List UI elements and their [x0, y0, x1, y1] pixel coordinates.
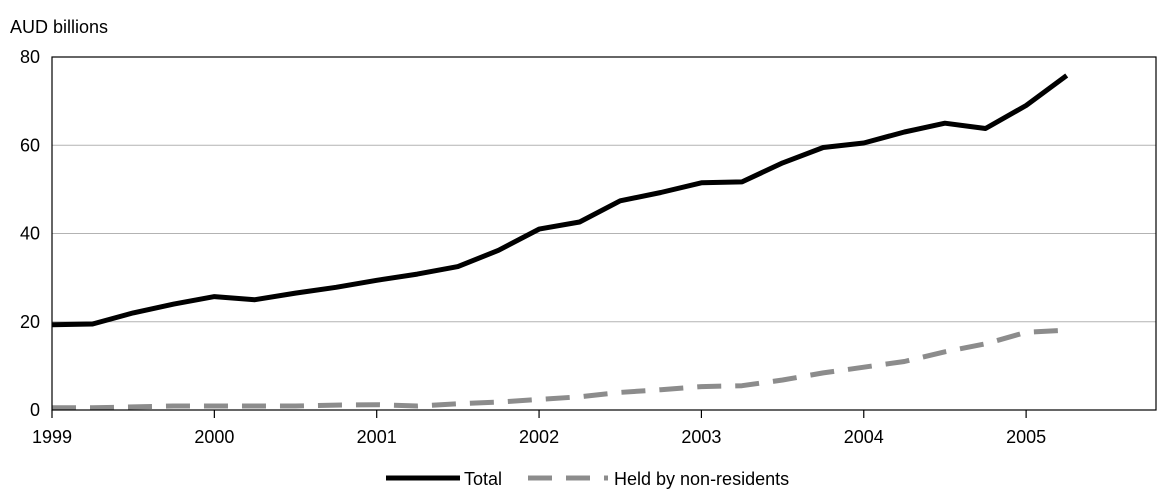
x-tick-label-2004: 2004: [844, 427, 884, 447]
series-line-held-by-non-residents: [52, 327, 1067, 411]
gridlines: [52, 56, 1156, 323]
x-tick-label-2002: 2002: [519, 427, 559, 447]
tick-labels: 0 20 40 60 80 1999 2000 2001 2002 2003 2004 2005: [20, 47, 1046, 447]
y-tick-label-20: 20: [20, 312, 40, 332]
legend: Total Held by non-residents: [386, 469, 789, 489]
x-tick-label-1999: 1999: [32, 427, 72, 447]
plot-frame: [51, 56, 1157, 411]
y-axis-label: AUD billions: [10, 17, 108, 37]
x-tick-label-2003: 2003: [681, 427, 721, 447]
legend-label-non-residents: Held by non-residents: [614, 469, 789, 489]
x-tick-label-2005: 2005: [1006, 427, 1046, 447]
series-line-total: [51, 73, 1069, 328]
y-tick-label-60: 60: [20, 135, 40, 155]
series-layer: [51, 73, 1069, 411]
x-tick-label-2001: 2001: [357, 427, 397, 447]
x-tick-label-2000: 2000: [194, 427, 234, 447]
axes: [51, 56, 1157, 418]
legend-label-total: Total: [464, 469, 502, 489]
y-tick-label-0: 0: [30, 400, 40, 420]
y-tick-label-80: 80: [20, 47, 40, 67]
y-tick-label-40: 40: [20, 224, 40, 244]
